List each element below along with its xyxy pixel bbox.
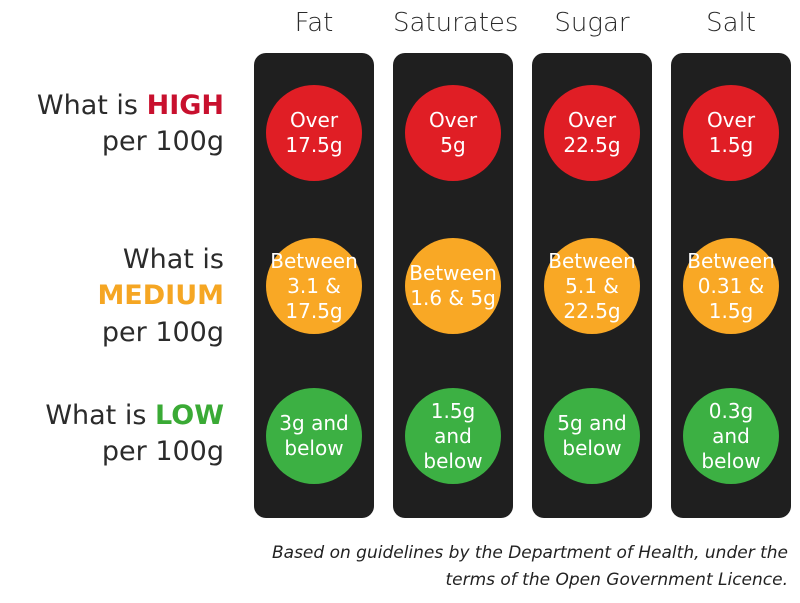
lamp-text: Over 5g <box>428 108 478 157</box>
row-label-suffix: per 100g <box>101 436 224 468</box>
source-note-line-2: terms of the Open Government Licence. <box>445 570 788 591</box>
lamp-text: Between 5.1 & 22.5g <box>548 248 636 323</box>
row-label-high: What is HIGH per 100g <box>37 88 224 161</box>
lamp-medium: Between 3.1 & 17.5g <box>266 238 362 334</box>
traffic-light-sugar: Over 22.5g Between 5.1 & 22.5g 5g and be… <box>532 53 652 518</box>
lamp-low: 3g and below <box>266 388 362 484</box>
row-label-prefix: What is <box>45 400 156 431</box>
column-header-saturates: Saturates <box>393 8 519 38</box>
column-header-sugar: Sugar <box>554 8 630 38</box>
lamp-high: Over 5g <box>405 85 501 181</box>
lamp-text: Between 0.31 & 1.5g <box>687 248 775 323</box>
lamp-medium: Between 0.31 & 1.5g <box>683 238 779 334</box>
lamp-text: Over 17.5g <box>285 108 343 157</box>
row-label-suffix: per 100g <box>101 126 224 158</box>
source-note-line-1: Based on guidelines by the Department of… <box>272 543 788 563</box>
lamp-high: Over 17.5g <box>266 85 362 181</box>
lamp-medium: Between 5.1 & 22.5g <box>544 238 640 334</box>
lamp-text: Over 22.5g <box>563 108 621 157</box>
column-header-fat: Fat <box>294 8 334 38</box>
column-header-salt: Salt <box>706 8 756 38</box>
traffic-light-saturates: Over 5g Between 1.6 & 5g 1.5g and below <box>393 53 513 518</box>
lamp-low: 5g and below <box>544 388 640 484</box>
lamp-low: 1.5g and below <box>405 388 501 484</box>
lamp-low: 0.3g and below <box>683 388 779 484</box>
row-label-prefix: What is <box>36 90 147 121</box>
lamp-text: 0.3g and below <box>701 398 761 473</box>
lamp-high: Over 22.5g <box>544 85 640 181</box>
level-low: LOW <box>155 400 224 431</box>
lamp-text: Over 1.5g <box>706 108 756 157</box>
traffic-light-salt: Over 1.5g Between 0.31 & 1.5g 0.3g and b… <box>671 53 791 518</box>
lamp-text: Between 1.6 & 5g <box>409 261 497 310</box>
lamp-text: 3g and below <box>279 411 349 460</box>
source-note: Based on guidelines by the Department of… <box>228 540 788 594</box>
row-label-low: What is LOW per 100g <box>45 398 224 471</box>
lamp-high: Over 1.5g <box>683 85 779 181</box>
lamp-text: 1.5g and below <box>423 398 483 473</box>
level-medium: MEDIUM <box>97 280 224 312</box>
lamp-text: 5g and below <box>557 411 627 460</box>
lamp-medium: Between 1.6 & 5g <box>405 238 501 334</box>
row-label-prefix: What is <box>122 244 224 275</box>
traffic-light-fat: Over 17.5g Between 3.1 & 17.5g 3g and be… <box>254 53 374 518</box>
lamp-text: Between 3.1 & 17.5g <box>270 248 358 323</box>
level-high: HIGH <box>146 90 224 121</box>
row-label-medium: What is MEDIUM per 100g <box>0 242 224 351</box>
row-label-suffix: per 100g <box>101 316 224 348</box>
